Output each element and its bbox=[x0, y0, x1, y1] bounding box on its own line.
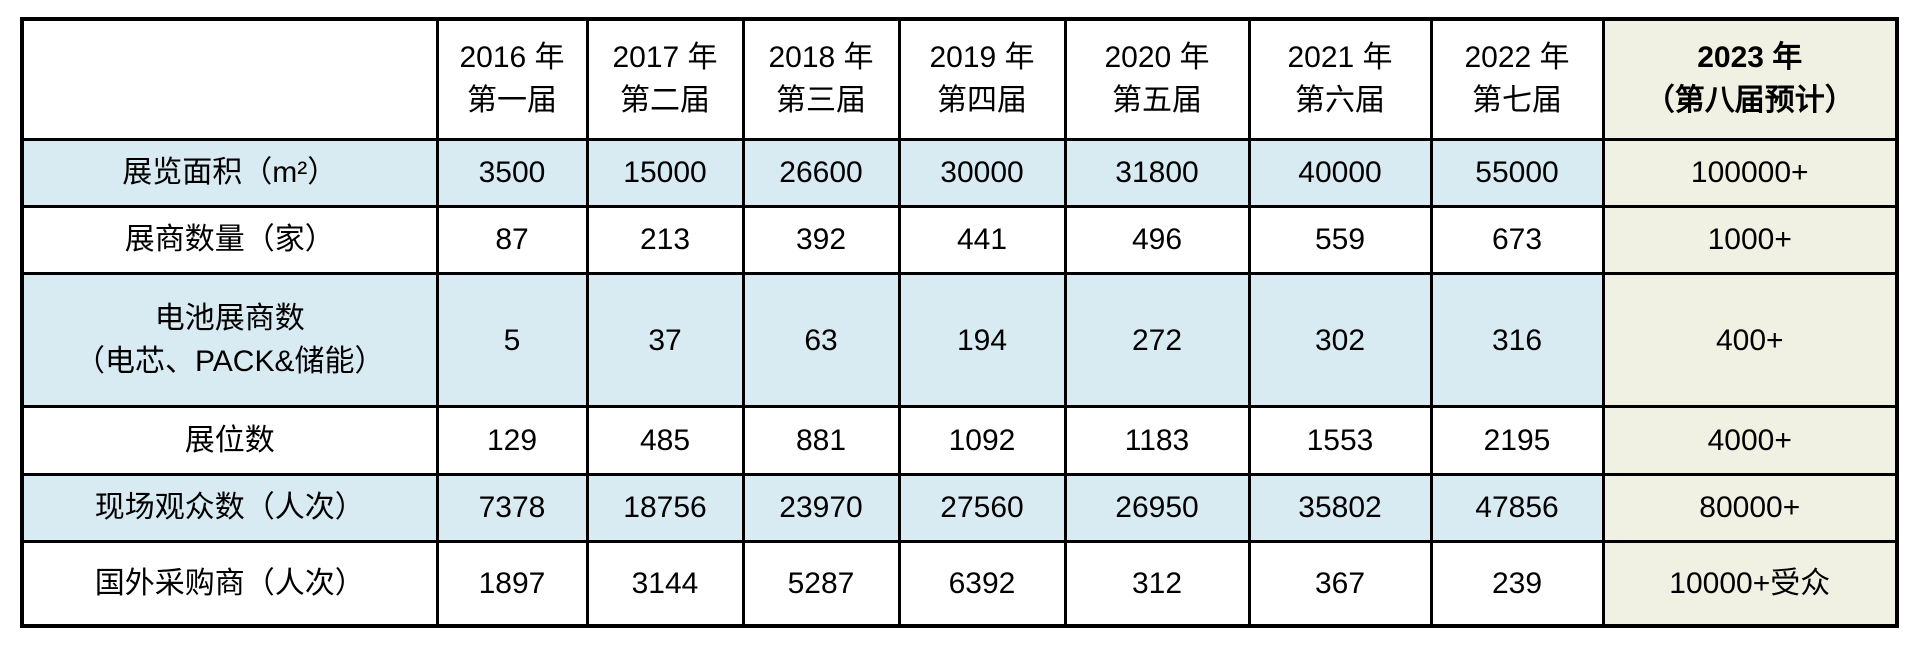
header-cell-2018: 2018 年 第三届 bbox=[741, 17, 901, 141]
header-year: 2020 年 bbox=[1104, 40, 1210, 74]
data-cell: 5287 bbox=[741, 540, 901, 628]
data-cell: 31800 bbox=[1063, 137, 1251, 208]
table-row-overseas-buyers: 国外采购商（人次） 1897 3144 5287 6392 312 367 23… bbox=[20, 540, 1899, 628]
data-cell: 27560 bbox=[897, 472, 1067, 544]
table-row-booth-count: 展位数 129 485 881 1092 1183 1553 2195 4000… bbox=[20, 405, 1899, 476]
data-cell: 30000 bbox=[897, 137, 1067, 208]
data-cell: 367 bbox=[1247, 540, 1433, 628]
table-row-onsite-visitors: 现场观众数（人次） 7378 18756 23970 27560 26950 3… bbox=[20, 472, 1899, 544]
header-edition: （第八届预计） bbox=[1644, 84, 1855, 118]
data-cell: 441 bbox=[897, 204, 1067, 276]
row-label-text: 现场观众数（人次） bbox=[94, 491, 365, 525]
data-cell: 3500 bbox=[435, 137, 589, 208]
data-cell: 302 bbox=[1247, 272, 1433, 409]
forecast-cell: 100000+ bbox=[1601, 137, 1899, 208]
table-row-battery-exhibitors: 电池展商数 （电芯、PACK&储能） 5 37 63 194 272 302 3… bbox=[20, 272, 1899, 409]
corner-cell bbox=[20, 17, 439, 141]
data-cell: 559 bbox=[1247, 204, 1433, 276]
row-label: 展商数量（家） bbox=[20, 204, 439, 276]
forecast-cell: 10000+受众 bbox=[1601, 540, 1899, 628]
data-cell: 5 bbox=[435, 272, 589, 409]
data-cell: 312 bbox=[1063, 540, 1251, 628]
header-cell-2023-forecast: 2023 年 （第八届预计） bbox=[1601, 17, 1899, 141]
forecast-cell: 80000+ bbox=[1601, 472, 1899, 544]
row-label: 电池展商数 （电芯、PACK&储能） bbox=[20, 272, 439, 409]
data-cell: 15000 bbox=[585, 137, 745, 208]
data-cell: 26600 bbox=[741, 137, 901, 208]
row-label-text2: （电芯、PACK&储能） bbox=[75, 345, 385, 379]
data-cell: 63 bbox=[741, 272, 901, 409]
data-cell: 40000 bbox=[1247, 137, 1433, 208]
data-cell: 1897 bbox=[435, 540, 589, 628]
data-cell: 316 bbox=[1429, 272, 1605, 409]
data-cell: 1553 bbox=[1247, 405, 1433, 476]
row-label: 国外采购商（人次） bbox=[20, 540, 439, 628]
data-cell: 1183 bbox=[1063, 405, 1251, 476]
data-cell: 37 bbox=[585, 272, 745, 409]
data-cell: 2195 bbox=[1429, 405, 1605, 476]
data-cell: 129 bbox=[435, 405, 589, 476]
header-edition: 第二届 bbox=[620, 84, 710, 118]
data-cell: 23970 bbox=[741, 472, 901, 544]
header-edition: 第四届 bbox=[937, 84, 1027, 118]
data-cell: 485 bbox=[585, 405, 745, 476]
data-cell: 496 bbox=[1063, 204, 1251, 276]
header-year: 2016 年 bbox=[459, 40, 565, 74]
row-label-text: 展览面积（m²） bbox=[122, 155, 338, 189]
header-year: 2022 年 bbox=[1464, 40, 1570, 74]
header-edition: 第五届 bbox=[1112, 84, 1202, 118]
data-cell: 7378 bbox=[435, 472, 589, 544]
data-cell: 392 bbox=[741, 204, 901, 276]
data-cell: 1092 bbox=[897, 405, 1067, 476]
header-year: 2019 年 bbox=[929, 40, 1035, 74]
data-cell: 87 bbox=[435, 204, 589, 276]
row-label-text: 展商数量（家） bbox=[124, 223, 335, 257]
header-cell-2016: 2016 年 第一届 bbox=[435, 17, 589, 141]
data-cell: 47856 bbox=[1429, 472, 1605, 544]
row-label: 展位数 bbox=[20, 405, 439, 476]
data-cell: 35802 bbox=[1247, 472, 1433, 544]
data-cell: 272 bbox=[1063, 272, 1251, 409]
row-label-text: 展位数 bbox=[184, 423, 275, 457]
header-edition: 第一届 bbox=[467, 84, 557, 118]
data-cell: 18756 bbox=[585, 472, 745, 544]
header-cell-2019: 2019 年 第四届 bbox=[897, 17, 1067, 141]
table-row-exhibition-area: 展览面积（m²） 3500 15000 26600 30000 31800 40… bbox=[20, 137, 1899, 208]
data-cell: 6392 bbox=[897, 540, 1067, 628]
data-cell: 213 bbox=[585, 204, 745, 276]
forecast-cell: 4000+ bbox=[1601, 405, 1899, 476]
row-label-text: 国外采购商（人次） bbox=[94, 566, 365, 600]
header-year: 2021 年 bbox=[1287, 40, 1393, 74]
row-label: 现场观众数（人次） bbox=[20, 472, 439, 544]
data-cell: 3144 bbox=[585, 540, 745, 628]
row-label-text: 电池展商数 bbox=[154, 301, 305, 335]
header-year: 2017 年 bbox=[612, 40, 718, 74]
data-cell: 26950 bbox=[1063, 472, 1251, 544]
header-cell-2017: 2017 年 第二届 bbox=[585, 17, 745, 141]
header-year: 2023 年 bbox=[1697, 40, 1803, 74]
header-cell-2022: 2022 年 第七届 bbox=[1429, 17, 1605, 141]
forecast-cell: 1000+ bbox=[1601, 204, 1899, 276]
exhibition-stats-table: 2016 年 第一届 2017 年 第二届 2018 年 第三届 2019 年 … bbox=[20, 17, 1899, 628]
header-edition: 第七届 bbox=[1472, 84, 1562, 118]
header-year: 2018 年 bbox=[768, 40, 874, 74]
header-row: 2016 年 第一届 2017 年 第二届 2018 年 第三届 2019 年 … bbox=[20, 17, 1899, 141]
data-cell: 881 bbox=[741, 405, 901, 476]
header-edition: 第六届 bbox=[1295, 84, 1385, 118]
data-cell: 194 bbox=[897, 272, 1067, 409]
data-cell: 55000 bbox=[1429, 137, 1605, 208]
data-cell: 673 bbox=[1429, 204, 1605, 276]
table-row-exhibitor-count: 展商数量（家） 87 213 392 441 496 559 673 1000+ bbox=[20, 204, 1899, 276]
header-cell-2020: 2020 年 第五届 bbox=[1063, 17, 1251, 141]
row-label: 展览面积（m²） bbox=[20, 137, 439, 208]
header-edition: 第三届 bbox=[776, 84, 866, 118]
forecast-cell: 400+ bbox=[1601, 272, 1899, 409]
header-cell-2021: 2021 年 第六届 bbox=[1247, 17, 1433, 141]
data-cell: 239 bbox=[1429, 540, 1605, 628]
